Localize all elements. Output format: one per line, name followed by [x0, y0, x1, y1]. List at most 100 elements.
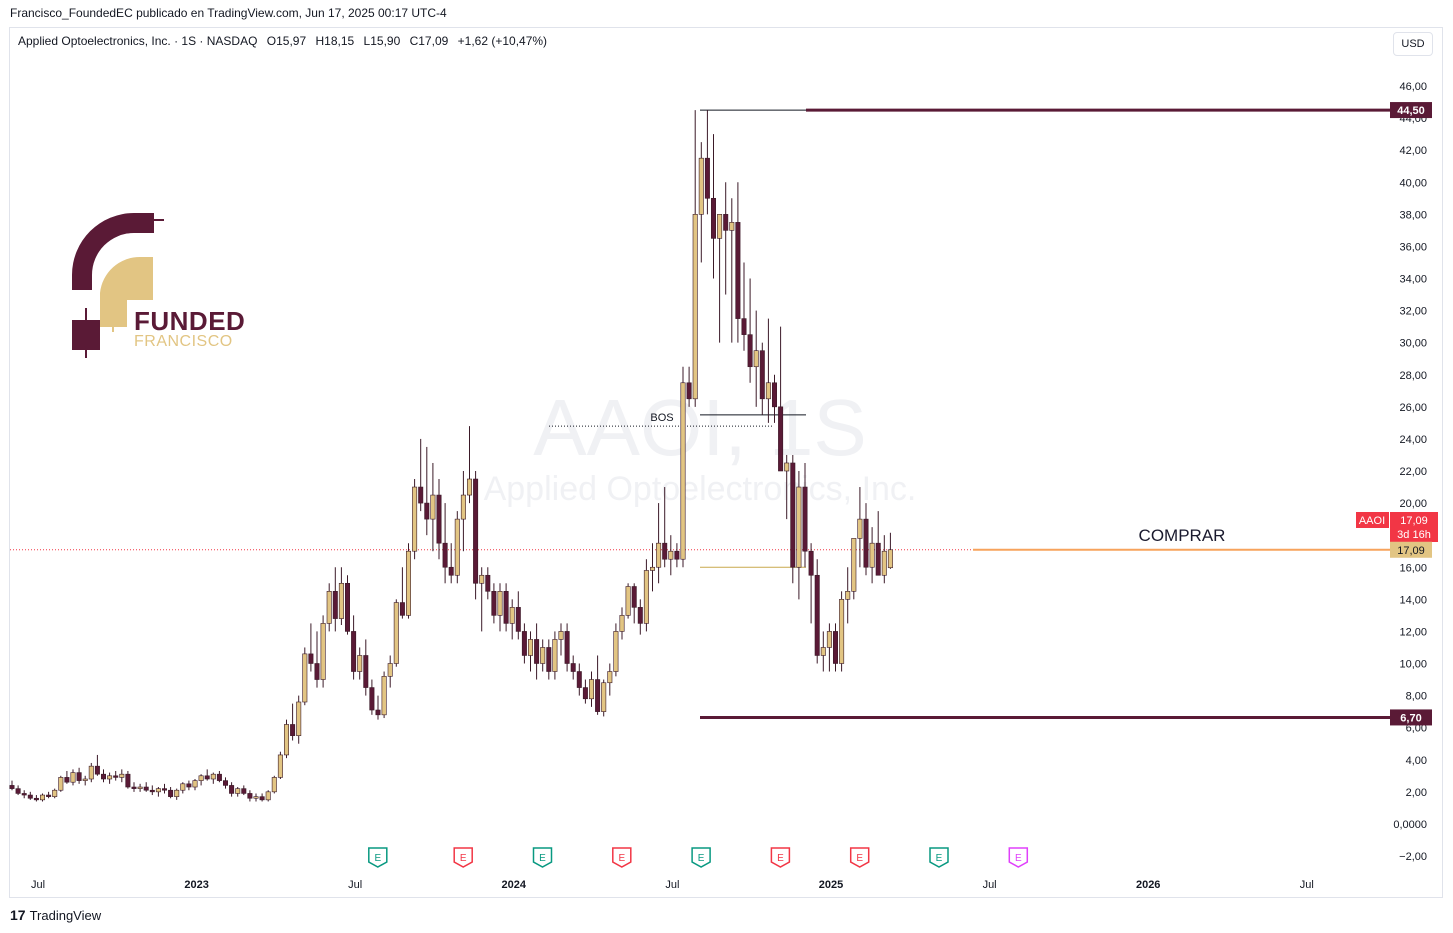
candle-up — [527, 639, 533, 656]
x-tick-label: 2024 — [502, 879, 527, 891]
candle-up — [137, 786, 143, 789]
earnings-red-icon[interactable]: E — [612, 847, 632, 868]
candle-up — [107, 775, 113, 780]
candle-up — [717, 214, 723, 239]
ticker-badge — [1356, 512, 1389, 528]
symbol-legend[interactable]: Applied Optoelectronics, Inc. · 1S · NAS… — [18, 34, 553, 48]
y-tick-label: 14,00 — [1399, 594, 1427, 606]
earnings-green-icon[interactable]: E — [691, 847, 711, 868]
earnings-red-icon[interactable]: E — [849, 847, 870, 868]
candle-down — [473, 478, 479, 584]
candle-up — [619, 615, 625, 632]
y-tick-label: 34,00 — [1399, 274, 1427, 286]
candle-up — [765, 382, 771, 400]
candle-up — [326, 591, 332, 624]
x-tick-label: Jul — [1300, 879, 1314, 891]
currency-button[interactable]: USD — [1393, 32, 1433, 56]
earnings-red-icon[interactable]: E — [770, 847, 791, 868]
candle-down — [113, 775, 119, 778]
candle-down — [485, 574, 491, 592]
candle-down — [64, 777, 70, 783]
y-tick-label: 6,00 — [1406, 723, 1427, 735]
earnings-green-icon[interactable]: E — [368, 847, 388, 868]
candle-down — [363, 655, 369, 688]
candle-down — [436, 494, 442, 544]
earnings-shield-shape — [368, 847, 388, 868]
y-tick-label: −2,00 — [1399, 851, 1427, 863]
candle-up — [588, 679, 594, 700]
y-tick-label: 32,00 — [1399, 306, 1427, 318]
y-tick-label: 22,00 — [1399, 466, 1427, 478]
earnings-label: E — [1015, 853, 1022, 864]
y-tick-label: 10,00 — [1399, 659, 1427, 671]
candle-down — [741, 318, 747, 335]
y-tick-label: 2,00 — [1406, 787, 1427, 799]
candle-down — [101, 773, 107, 780]
legend-high: H18,15 — [315, 34, 355, 48]
candle-up — [174, 789, 180, 797]
level-price-label: 44,50 — [1397, 105, 1425, 117]
earnings-red-icon[interactable]: E — [453, 847, 473, 868]
candle-up — [796, 486, 802, 568]
candle-down — [778, 406, 784, 472]
candle-down — [424, 502, 430, 520]
candle-down — [802, 486, 808, 552]
candle-up — [271, 777, 277, 793]
candle-down — [21, 793, 27, 796]
watermark-ticker: AAOI, 1S — [533, 383, 866, 472]
candle-up — [82, 778, 88, 781]
earnings-label: E — [374, 853, 381, 864]
candle-down — [735, 222, 741, 319]
candle-up — [552, 639, 558, 672]
candle-up — [540, 647, 546, 664]
y-tick-label: 8,00 — [1406, 691, 1427, 703]
candle-down — [216, 773, 222, 781]
candle-down — [759, 350, 765, 400]
candle-down — [9, 785, 15, 789]
candle-down — [247, 793, 253, 799]
bos-label: BOS — [650, 412, 673, 424]
candle-up — [39, 794, 45, 801]
candle-up — [381, 676, 387, 716]
candle-up — [887, 549, 893, 569]
earnings-purple-icon[interactable]: E — [1008, 847, 1029, 868]
y-tick-label: 4,00 — [1406, 755, 1427, 767]
candle-down — [723, 214, 729, 231]
candle-down — [241, 788, 247, 794]
candle-up — [119, 773, 125, 778]
y-tick-label: 12,00 — [1399, 626, 1427, 638]
candle-up — [58, 777, 64, 791]
candle-down — [814, 574, 820, 656]
candle-down — [229, 785, 235, 794]
candle-up — [302, 653, 308, 703]
x-tick-label: Jul — [665, 879, 679, 891]
x-tick-label: 2025 — [819, 879, 843, 891]
candle-up — [357, 655, 363, 672]
candle-up — [607, 671, 613, 684]
y-tick-label: 46,00 — [1399, 81, 1427, 93]
earnings-shield-shape — [532, 847, 553, 868]
candle-down — [564, 631, 570, 664]
candle-down — [399, 602, 405, 616]
tradingview-name: TradingView — [29, 907, 102, 923]
candle-down — [204, 775, 210, 780]
candle-up — [466, 478, 472, 496]
legend-symbol[interactable]: Applied Optoelectronics, Inc. · 1S · NAS… — [18, 34, 258, 48]
earnings-label: E — [777, 853, 784, 864]
earnings-green-icon[interactable]: E — [532, 847, 553, 868]
candle-down — [595, 679, 601, 712]
earnings-label: E — [539, 853, 546, 864]
candle-up — [649, 566, 655, 571]
candle-down — [674, 550, 680, 560]
candle-up — [70, 772, 76, 783]
brand-name: FUNDED — [134, 306, 246, 336]
tradingview-footer[interactable]: 17 TradingView — [10, 907, 101, 923]
candle-up — [881, 550, 887, 576]
earnings-green-icon[interactable]: E — [929, 847, 949, 868]
candle-down — [631, 586, 637, 608]
candle-up — [430, 494, 436, 520]
y-tick-label: 26,00 — [1399, 402, 1427, 414]
candle-up — [405, 550, 411, 616]
candle-down — [790, 462, 796, 568]
